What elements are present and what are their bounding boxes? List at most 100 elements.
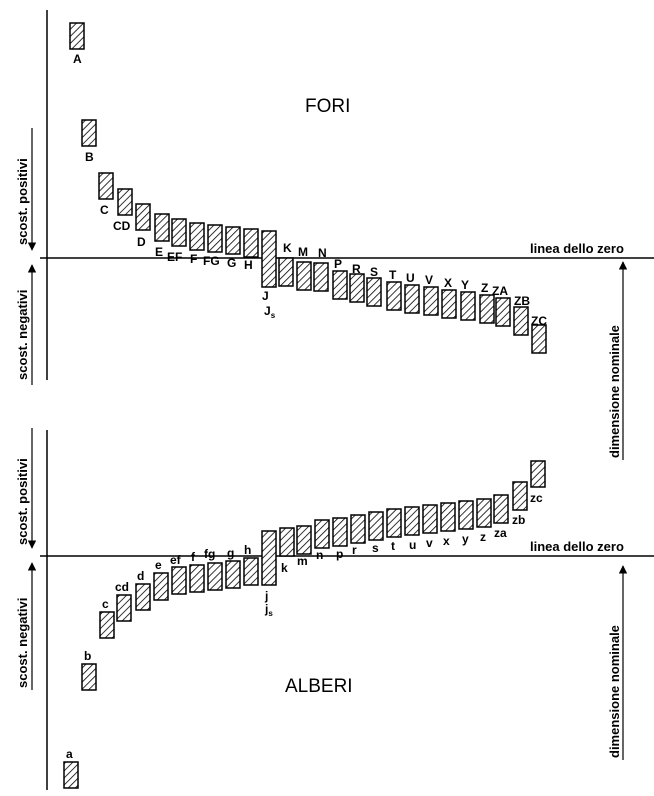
hole-zone-J: [261, 230, 277, 288]
hole-zone-Z: [479, 294, 495, 324]
hole-zone-label-S: S: [370, 265, 378, 279]
shaft-zone-label-cd: cd: [115, 580, 129, 594]
shaft-zone-f: [189, 564, 205, 593]
shaft-zone-t: [386, 508, 402, 538]
hole-zone-label-T: T: [389, 268, 397, 282]
shaft-zone-z: [476, 498, 492, 528]
shafts-nominal-label: dimensione nominale: [607, 625, 622, 758]
hole-zone-label-CD: CD: [113, 219, 131, 233]
shaft-zone-label-ef: ef: [170, 553, 182, 567]
hole-zone-S: [366, 277, 382, 307]
shaft-zone-d: [135, 583, 151, 611]
hole-zone-label-E: E: [155, 245, 163, 259]
shaft-zone-ef: [171, 566, 187, 595]
shaft-zone-u: [404, 506, 420, 536]
shaft-zone-s: [368, 511, 384, 541]
hole-zone-label-ZA: ZA: [492, 284, 508, 298]
shaft-zone-label-e: e: [155, 558, 162, 572]
hole-zone-label-FG: FG: [203, 254, 220, 268]
hole-zone-V: [423, 286, 439, 316]
holes-positive-label: scost. positivi: [15, 158, 30, 245]
shaft-zone-label-za: za: [494, 526, 507, 540]
hole-zone-label-ZC: ZC: [531, 314, 547, 328]
shaft-zone-e: [153, 572, 169, 601]
shaft-zone-x: [440, 502, 456, 532]
shaft-zone-zb: [512, 481, 528, 511]
shaft-zone-label-k: k: [281, 561, 288, 575]
shaft-zone-label-c: c: [102, 597, 109, 611]
shaft-zone-label-r: r: [352, 543, 357, 557]
hole-zone-E: [154, 213, 170, 242]
shaft-zone-cd: [116, 594, 132, 622]
shaft-zone-label-x: x: [443, 534, 450, 548]
shaft-zone-label-j: j: [264, 589, 268, 603]
shaft-zone-label-g: g: [227, 546, 234, 560]
shaft-zone-y: [458, 500, 474, 530]
shaft-zone-za: [493, 494, 509, 524]
hole-zone-D: [135, 203, 151, 231]
shaft-zone-label-b: b: [84, 649, 91, 663]
shaft-zone-label-fg: fg: [204, 547, 215, 561]
shaft-zone-label-a: a: [66, 747, 73, 761]
hole-zone-label-D: D: [137, 235, 146, 249]
hole-zone-label-B: B: [85, 150, 94, 164]
shafts-zero-line-label: linea dello zero: [530, 539, 624, 554]
hole-zone-label-Z: Z: [481, 281, 488, 295]
hole-zone-R: [349, 273, 365, 303]
shaft-zone-n: [314, 519, 330, 549]
shaft-zone-label-h: h: [244, 543, 251, 557]
shaft-zone-label-n: n: [316, 548, 323, 562]
hole-zone-label-H: H: [244, 258, 253, 272]
holes-section: linea dello zero FORI scost. positivi sc…: [15, 10, 654, 460]
hole-zone-EF: [171, 218, 187, 247]
shaft-zone-c: [99, 611, 115, 639]
shaft-zone-label-z: z: [480, 530, 486, 544]
shaft-zone-label-u: u: [409, 538, 416, 552]
shaft-zone-m: [296, 525, 312, 555]
hole-zone-F: [189, 222, 205, 251]
hole-zone-label-K: K: [283, 241, 292, 255]
shaft-zone-label-f: f: [191, 550, 196, 564]
shafts-section: linea dello zero ALBERI scost. positivi …: [15, 428, 654, 790]
shaft-zone-v: [422, 504, 438, 534]
shaft-zone-r: [350, 514, 366, 544]
holes-title: FORI: [305, 96, 350, 117]
hole-zone-ZB: [513, 306, 529, 336]
hole-zone-T: [386, 281, 402, 311]
hole-zone-U: [404, 284, 420, 314]
hole-zone-label-N: N: [318, 246, 327, 260]
shaft-zone-label-s: s: [372, 541, 379, 555]
holes-zero-line-label: linea dello zero: [530, 241, 624, 256]
hole-zone-label-V: V: [425, 273, 433, 287]
hole-zone-label-U: U: [406, 271, 415, 285]
shaft-zone-label-zb: zb: [512, 513, 525, 527]
shaft-zone-fg: [207, 562, 223, 591]
hole-zone-X: [441, 289, 457, 319]
hole-zone-H: [243, 228, 259, 258]
hole-zone-CD: [117, 188, 133, 216]
hole-zone-label-C: C: [100, 203, 109, 217]
hole-zone-ZA: [495, 297, 511, 327]
shaft-zone-label-v: v: [426, 536, 433, 550]
hole-zone-K: [278, 257, 294, 287]
shaft-zone-h: [243, 557, 259, 586]
hole-zone-label-M: M: [298, 245, 308, 259]
shafts-negative-label: scost. negativi: [15, 598, 30, 688]
shaft-zone-k: [279, 527, 295, 557]
hole-zone-B: [81, 119, 97, 147]
hole-zone-label-R: R: [352, 262, 361, 276]
hole-zone-label-X: X: [444, 276, 452, 290]
shaft-zone-zc: [530, 460, 546, 488]
hole-zone-N: [313, 262, 329, 292]
shafts-title: ALBERI: [285, 676, 353, 697]
shaft-zone-label-t: t: [391, 539, 395, 553]
hole-zone-FG: [207, 224, 223, 253]
hole-zone-label-A: A: [73, 52, 82, 66]
shaft-zone-label-zc: zc: [530, 491, 543, 505]
hole-zone-G: [225, 226, 241, 255]
hole-zone-M: [296, 261, 312, 291]
shafts-extra-label-js: js: [264, 602, 273, 618]
hole-zone-label-J: J: [262, 289, 269, 303]
